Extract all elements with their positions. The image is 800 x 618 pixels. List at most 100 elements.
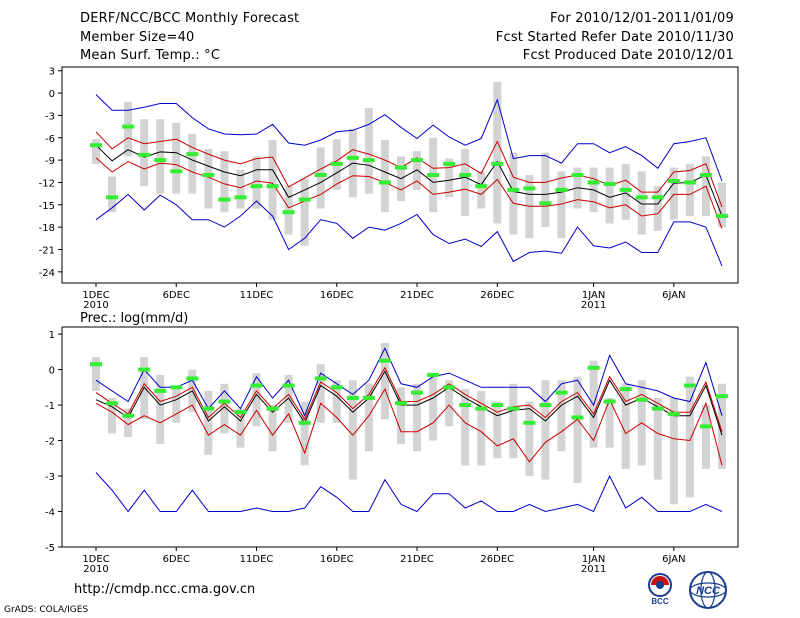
prec-spread-box <box>124 408 133 437</box>
temp-plot-frame <box>61 66 739 284</box>
temp-max-line <box>95 94 723 182</box>
temp-member-marker <box>170 169 183 174</box>
prec-spread-box <box>669 397 678 505</box>
temp-member-marker <box>346 155 359 160</box>
prec-spread-box <box>332 380 341 423</box>
prec-member-marker <box>635 397 648 402</box>
prec-member-marker <box>90 362 102 367</box>
precipitation-label: Prec.: log(mm/d) <box>80 311 188 326</box>
temp-member-marker <box>266 184 279 189</box>
temp-member-marker <box>427 173 440 177</box>
temp-spread-box <box>461 148 470 216</box>
temp-member-marker <box>282 210 295 215</box>
temp-x-tick-year: 2010 <box>83 300 108 311</box>
temp-member-marker <box>298 197 311 202</box>
prec-x-tick-label: 1DEC <box>82 554 109 565</box>
temp-x-tick-label: 26DEC <box>480 290 514 301</box>
temp-spread-box <box>252 156 261 209</box>
prec-spread-box <box>541 380 550 480</box>
temp-y-tick-label: -3 <box>45 111 55 122</box>
temp-lower-line <box>95 157 723 229</box>
prec-member-marker <box>170 385 183 390</box>
prec-y-tick-label: -4 <box>45 508 55 519</box>
prec-member-marker <box>619 387 632 392</box>
prec-member-marker <box>282 383 295 388</box>
prec-spread-box <box>461 389 470 466</box>
prec-mean-line <box>95 370 723 436</box>
prec-member-marker <box>138 367 151 372</box>
prec-x-tick-year: 2010 <box>83 564 108 575</box>
prec-member-marker <box>587 365 600 370</box>
prec-spread-box <box>701 405 710 469</box>
temp-member-marker <box>555 187 568 192</box>
temp-spread-box <box>364 107 373 194</box>
source-url[interactable]: http://cmdp.ncc.cma.gov.cn <box>74 582 256 597</box>
temp-member-marker <box>699 173 712 177</box>
temp-y-tick-label: -12 <box>39 178 55 189</box>
temp-member-marker <box>122 124 135 129</box>
temp-x-tick-year: 2011 <box>581 300 606 311</box>
prec-spread-box <box>316 364 325 423</box>
variable-label: Mean Surf. Temp.: °C <box>80 48 221 63</box>
prec-spread-box <box>348 380 357 480</box>
prec-spread-box <box>380 342 389 420</box>
temp-spread-box <box>172 122 181 194</box>
temp-member-marker <box>443 161 456 166</box>
prec-spread-box <box>92 357 100 391</box>
temp-member-marker <box>202 173 215 177</box>
prec-member-marker <box>683 383 696 388</box>
prec-member-marker <box>716 394 728 399</box>
prec-spread-box <box>429 376 438 441</box>
temp-member-marker <box>218 197 231 202</box>
temp-spread-box <box>685 163 694 216</box>
prec-spread-box <box>477 390 486 466</box>
prec-x-tick-label: 11DEC <box>240 554 274 565</box>
prec-spread-box <box>509 383 518 459</box>
member-size-label: Member Size=40 <box>80 30 195 45</box>
grads-credit: GrADS: COLA/IGES <box>4 605 89 615</box>
temp-member-marker <box>459 173 472 177</box>
prec-spread-box <box>220 383 229 434</box>
prec-member-marker <box>571 415 584 420</box>
prec-spread-box <box>204 390 213 455</box>
prec-y-tick-label: -1 <box>45 401 55 412</box>
prec-max-line <box>95 347 723 418</box>
temp-spread-box <box>140 119 149 187</box>
forecast-period: For 2010/12/01-2011/01/09 <box>550 11 734 26</box>
temp-spread-box <box>509 152 518 235</box>
forecast-produced-date: Fcst Produced Date 2010/12/01 <box>522 48 734 63</box>
temp-x-tick-label: 6JAN <box>662 290 685 301</box>
temp-member-marker <box>378 180 391 185</box>
temp-member-marker <box>491 161 504 166</box>
prec-member-marker <box>298 420 311 425</box>
temp-spread-box <box>188 134 197 194</box>
prec-spread-box <box>605 397 614 448</box>
temp-y-tick-label: 0 <box>49 89 55 100</box>
temp-y-tick-label: -18 <box>39 223 55 234</box>
prec-spread-box <box>653 397 662 480</box>
ncc-logo-icon: NCC <box>689 571 727 609</box>
prec-member-marker <box>218 399 231 404</box>
ncc-logo: NCC <box>684 570 734 614</box>
temp-spread-box <box>718 182 726 228</box>
temp-x-tick-label: 1JAN <box>582 290 605 301</box>
prec-member-marker <box>491 403 504 408</box>
temp-x-tick-label: 11DEC <box>240 290 274 301</box>
prec-y-tick-label: -5 <box>45 543 55 554</box>
prec-member-marker <box>314 376 327 381</box>
prec-member-marker <box>394 401 407 406</box>
temp-y-tick-label: -9 <box>45 156 55 167</box>
prec-spread-box <box>364 383 373 452</box>
prec-member-marker <box>202 406 215 411</box>
temp-member-marker <box>539 201 552 206</box>
prec-member-marker <box>603 399 616 404</box>
prec-member-marker <box>459 403 472 408</box>
prec-y-tick-label: -2 <box>45 437 55 448</box>
temp-mean-line <box>95 144 723 217</box>
prec-member-marker <box>186 376 199 381</box>
temp-min-line <box>95 193 723 267</box>
prec-member-marker <box>523 420 536 425</box>
temp-spread-box <box>557 171 566 239</box>
